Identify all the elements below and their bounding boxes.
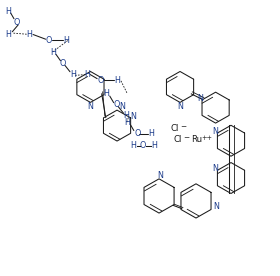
Text: H: H [6, 30, 11, 39]
Text: N: N [177, 102, 183, 111]
Text: H: H [50, 48, 56, 57]
Text: N: N [119, 102, 125, 111]
Text: O: O [98, 76, 104, 84]
Text: H: H [125, 118, 130, 127]
Text: Ru: Ru [191, 136, 202, 144]
Text: N: N [197, 94, 203, 103]
Text: O: O [140, 141, 146, 150]
Text: N: N [213, 164, 218, 173]
Text: H: H [130, 141, 136, 150]
Text: H: H [104, 89, 109, 98]
Text: O: O [113, 100, 119, 109]
Text: H: H [151, 141, 157, 150]
Text: −: − [183, 135, 189, 141]
Text: H: H [63, 36, 69, 44]
Text: O: O [134, 129, 140, 138]
Text: N: N [213, 127, 218, 136]
Text: −: − [180, 124, 186, 130]
Text: N: N [213, 201, 219, 211]
Text: Cl: Cl [171, 124, 179, 133]
Text: O: O [46, 36, 52, 44]
Text: H: H [70, 70, 76, 79]
Text: H: H [6, 7, 11, 15]
Text: H: H [123, 112, 129, 120]
Text: O: O [14, 18, 20, 26]
Text: H: H [115, 76, 120, 84]
Text: ++: ++ [201, 135, 212, 141]
Text: N: N [158, 171, 163, 180]
Text: H: H [148, 129, 154, 138]
Text: H: H [27, 30, 32, 39]
Text: N: N [130, 112, 136, 121]
Text: H: H [84, 70, 90, 79]
Text: N: N [88, 102, 93, 111]
Text: Cl: Cl [174, 136, 182, 144]
Text: O: O [60, 59, 66, 68]
